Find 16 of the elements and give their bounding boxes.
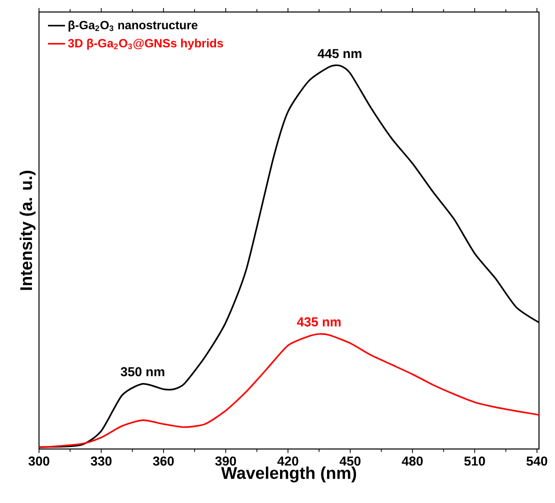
- legend-label: 3D β-Ga$_{2}$O$_{3}$@GNSs hybrids: [68, 38, 223, 50]
- x-tick-label: 420: [277, 456, 298, 466]
- x-axis-title: Wavelength (nm): [221, 466, 356, 482]
- legend-label: β-Ga$_{2}$O$_{3}$ nanostructure: [68, 20, 198, 32]
- y-axis-title: Intensity (a. u.): [20, 170, 36, 290]
- x-tick-label: 540: [526, 456, 548, 466]
- x-tick-label: 360: [152, 456, 174, 466]
- annotation: 350 nm: [120, 367, 164, 376]
- x-tick-label: 300: [28, 456, 50, 466]
- x-tick-label: 330: [90, 456, 112, 466]
- x-tick-label: 510: [464, 456, 485, 466]
- x-tick-label: 480: [402, 456, 423, 466]
- x-tick-label: 450: [340, 456, 360, 466]
- annotation: 445 nm: [318, 49, 362, 58]
- annotation: 435 nm: [296, 317, 341, 326]
- x-tick-label: 390: [215, 456, 236, 466]
